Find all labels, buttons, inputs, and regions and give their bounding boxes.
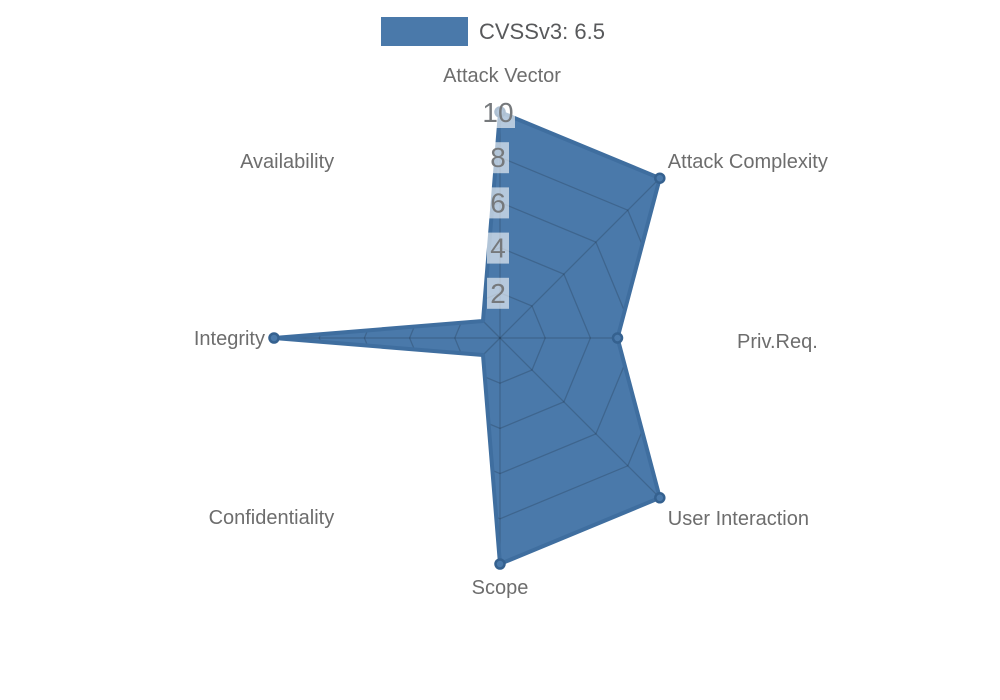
tick-box <box>487 142 509 174</box>
axis-labels: Attack Vector Attack Complexity Priv.Req. U… <box>194 65 828 599</box>
web-spoke <box>499 177 660 339</box>
web-spoke <box>339 337 501 499</box>
tick-label: 6 <box>490 187 506 218</box>
axis-label-attack-vector: Attack Vector <box>443 65 561 87</box>
radial-ticks: 2 4 6 8 10 <box>481 97 515 309</box>
axis-label-availability: Availability <box>240 151 334 173</box>
radar-fill <box>274 112 660 564</box>
vertex-dot <box>654 172 666 184</box>
legend-label: CVSSv3: 6.5 <box>479 18 605 44</box>
tick-label: 2 <box>490 278 506 309</box>
vertex-dot <box>494 558 506 570</box>
tick-label: 4 <box>490 233 506 264</box>
tick-label: 10 <box>482 97 513 128</box>
tick-box <box>487 232 509 264</box>
tick-label: 8 <box>490 142 506 173</box>
axis-label-scope: Scope <box>472 577 529 599</box>
axis-label-integrity: Integrity <box>194 328 265 350</box>
vertex-dot <box>611 332 624 344</box>
axis-label-confidentiality: Confidentiality <box>209 507 335 529</box>
web-spoke <box>499 337 660 499</box>
axis-label-priv-req-: Priv.Req. <box>737 331 818 353</box>
legend: CVSSv3: 6.5 <box>381 17 605 46</box>
axis-label-user-interaction: User Interaction <box>668 508 809 530</box>
tick-box <box>487 277 509 309</box>
web-spoke <box>339 177 501 339</box>
legend-swatch <box>381 17 468 46</box>
axis-label-attack-complexity: Attack Complexity <box>668 151 828 173</box>
tick-box <box>481 97 515 128</box>
tick-box <box>487 187 509 219</box>
vertex-dot <box>654 492 666 504</box>
vertex-dot <box>268 332 280 344</box>
